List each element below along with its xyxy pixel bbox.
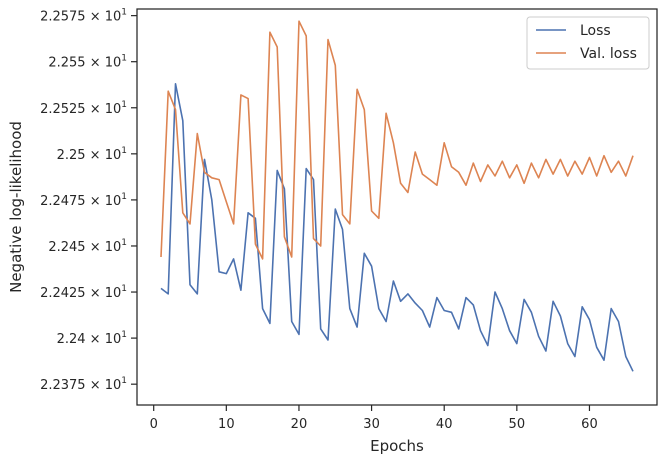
legend-label: Val. loss [580,46,637,62]
y-tick-label: 2.2475 × 101 [40,192,127,209]
legend-label: Loss [580,23,611,39]
x-tick-label: 40 [436,417,453,432]
y-tick-label: 2.2525 × 101 [40,100,127,117]
x-tick-label: 30 [363,417,380,432]
x-tick-label: 60 [581,417,598,432]
y-tick-label: 2.245 × 101 [48,238,127,255]
y-tick-label: 2.2375 × 101 [40,376,127,393]
axes-frame [136,8,658,406]
x-tick-label: 0 [150,417,158,432]
x-tick-label: 50 [509,417,526,432]
x-tick-label: 10 [218,417,235,432]
y-tick-label: 2.255 × 101 [48,54,127,71]
y-axis-label: Negative log-likelihood [7,121,25,293]
x-axis-label: Epochs [370,437,424,455]
y-tick-label: 2.2425 × 101 [40,284,127,301]
series-line-val-loss [160,20,634,260]
x-axis: 0 10 20 30 40 50 60 [150,405,598,432]
y-tick-label: 2.25 × 101 [57,146,127,163]
plot-area [160,20,634,372]
y-tick-label: 2.24 × 101 [57,330,127,347]
y-tick-label: 2.2575 × 101 [40,8,127,25]
series-line-loss [160,83,634,372]
y-axis: 2.2375 × 101 2.24 × 101 2.2425 × 101 2.245 … [40,8,137,393]
legend: Loss Val. loss [526,16,650,70]
x-tick-label: 20 [291,417,308,432]
